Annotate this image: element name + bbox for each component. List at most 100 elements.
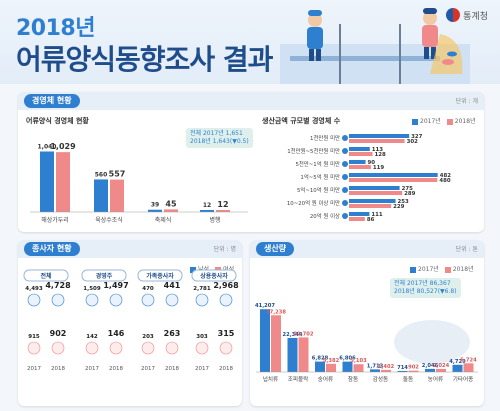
value-label-2018-2: 5,382 [323,358,340,364]
farm-panel-header [18,92,484,110]
won-icon [342,187,348,193]
bar-2017-1 [349,147,370,151]
value-label-2018-7: 5,724 [460,357,477,363]
bar-2017-3 [200,210,214,212]
value-label-2017-4: 275 [402,186,414,192]
category-label-1: 1천만원~5천만원 미만 [287,147,340,155]
male-count-0-0: 4,493 [25,286,43,292]
workers-figure: 전체 4,493 915 2017 4,728 902 2018 경영주 1,509 142 201… [23,269,239,372]
group-label-3: 상용종사자 [200,272,228,280]
production-unit: 단위 : 톤 [455,246,478,253]
female-icon [219,341,233,355]
value-label-2018-4: 289 [404,191,416,197]
category-label-0: 넙치류 [263,375,278,383]
logo-text: 통계청 [463,11,488,22]
female-icon [27,341,41,355]
bar-2017-3 [349,173,438,177]
value-label-2017-0: 41,207 [255,303,275,309]
year-label-0-0: 2017 [27,366,41,372]
header: 2018년 어류양식동향조사 결과 통계청 [0,0,500,84]
male-count-3-1: 2,968 [213,281,239,290]
female-icon [109,341,123,355]
production-total-chip: 전체 2017년 86,367 2018년 80,527(▼6.8) [390,278,461,298]
category-label-2: 5천만~1억 원 미만 [295,160,340,168]
female-count-1-0: 142 [86,334,98,340]
male-icon [195,293,209,307]
year-label-1-1: 2018 [109,366,123,372]
female-count-0-1: 902 [50,329,67,338]
category-label-0: 1천만원 미만 [310,134,340,142]
fish-illustration [394,320,470,364]
female-count-1-1: 146 [108,329,125,338]
value-label-2017-7: 4,729 [449,359,466,365]
value-label-2017-0: 1,040 [38,143,57,150]
bar-2017-7 [452,364,463,372]
value-label-2017-2: 90 [368,160,376,166]
group-pill-3 [191,269,237,282]
value-label-2018-5: 902 [408,365,419,371]
farm-left-subtitle: 어류양식 경영체 현황 [26,117,89,125]
value-label-2018-6: 2,024 [433,363,450,369]
value-label-2017-6: 2,046 [422,363,439,369]
production-legend: 2017년 2018년 [410,264,474,273]
bar-2018-6 [436,368,446,372]
bar-2017-2 [349,160,366,164]
category-label-1: 육상수조식 [95,216,123,224]
value-label-2017-3: 12 [203,202,211,209]
category-label-2: 숭어류 [318,375,333,383]
production-panel-header [250,240,484,258]
agency-logo: 통계청 [446,8,488,22]
female-icon [195,341,209,355]
male-count-3-0: 2,781 [193,286,211,292]
male-icon [51,293,65,307]
production-total-line1: 전체 2017년 86,367 [394,280,451,287]
value-label-2017-5: 253 [398,199,410,205]
female-count-0-0: 915 [28,334,40,340]
won-icon [342,174,348,180]
group-label-1: 경영주 [96,272,113,280]
legend-2018-label: 2018년 [454,118,476,125]
female-icon [85,341,99,355]
value-label-2018-6: 86 [367,217,375,223]
bar-2018-6 [349,217,365,221]
bar-2017-0 [349,134,410,138]
male-count-1-1: 1,497 [103,281,128,290]
female-count-3-1: 315 [218,329,235,338]
year-label-3-0: 2017 [195,366,209,372]
farm-total-line2: 2018년 1,643(▼0.5) [190,138,249,145]
won-icon [342,213,348,219]
group-label-2: 가족종사자 [146,272,174,280]
value-label-2018-3: 12 [217,200,228,209]
bar-2018-2 [349,165,371,169]
value-label-2017-3: 6,806 [339,356,356,362]
bar-2018-3 [353,364,364,372]
male-icon [27,293,41,307]
legend-prod-2017-label: 2017년 [418,266,439,273]
year-label-2-0: 2017 [141,366,155,372]
fishers-illustration [280,8,470,84]
category-label-5: 돌돔 [403,376,413,383]
value-label-2018-2: 119 [373,165,385,171]
bar-2017-5 [349,199,396,203]
bar-2017-3 [342,361,353,372]
bar-2018-1 [298,337,309,372]
value-label-2018-1: 22,702 [293,331,313,337]
legend-prod-2017: 2017년 [410,264,439,273]
bar-2018-2 [326,363,336,372]
page-title: 어류양식동향조사 결과 [16,43,273,76]
bar-2017-4 [370,369,380,372]
value-label-2017-1: 113 [372,147,384,153]
bar-2018-1 [110,179,124,212]
female-count-3-0: 303 [196,334,208,340]
male-icon [219,293,233,307]
male-count-1-0: 1,509 [83,286,101,292]
farm-legend: 2017년 2018년 [412,116,476,125]
male-icon [109,293,123,307]
category-label-1: 조피볼락 [288,375,309,383]
value-label-2018-3: 5,103 [350,358,367,364]
bar-2018-0 [271,315,281,372]
farm-panel-title: 경영체 현황 [24,94,80,108]
category-label-7: 기타어종 [453,375,474,383]
